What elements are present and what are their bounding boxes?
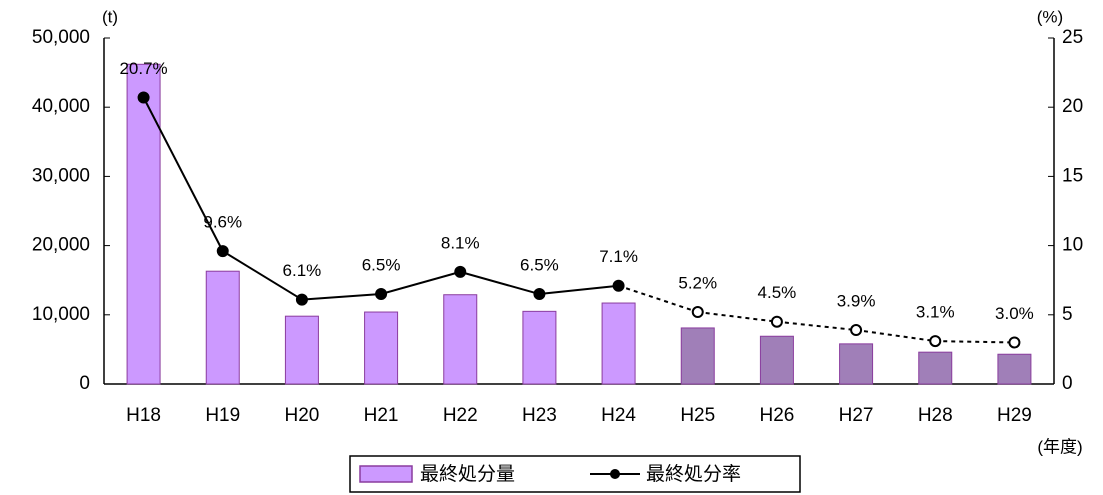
- legend-label: 最終処分率: [646, 463, 741, 485]
- y2-tick-label: 25: [1062, 27, 1083, 48]
- x-tick-label: H25: [680, 405, 715, 426]
- bar: [205, 270, 240, 385]
- data-label: 5.2%: [678, 274, 717, 293]
- y-tick-label: 30,000: [32, 165, 90, 186]
- x-tick-label: H29: [997, 405, 1032, 426]
- line-segment: [935, 340, 1015, 344]
- line-segment: [301, 293, 382, 301]
- line-marker: [1008, 336, 1021, 349]
- legend-box: [349, 455, 801, 493]
- data-label: 9.6%: [203, 213, 242, 232]
- y2-tick-label: 5: [1062, 304, 1073, 325]
- legend-marker: [610, 469, 620, 479]
- bar: [918, 351, 953, 385]
- bar: [284, 315, 319, 385]
- x-tick-label: H18: [126, 405, 161, 426]
- line-marker: [612, 279, 625, 292]
- legend-label: 最終処分量: [420, 463, 515, 485]
- line-segment: [697, 311, 778, 323]
- line-segment: [776, 320, 857, 332]
- y-axis-label: (t): [102, 7, 118, 26]
- data-label: 8.1%: [441, 233, 480, 252]
- line-segment: [539, 284, 619, 296]
- line-marker: [375, 288, 388, 301]
- line-marker: [295, 293, 308, 306]
- y2-tick-label: 10: [1062, 235, 1083, 256]
- data-label: 3.9%: [837, 292, 876, 311]
- y-tick-label: 50,000: [32, 27, 90, 48]
- line-marker: [691, 306, 704, 319]
- x-tick-label: H26: [759, 405, 794, 426]
- data-label: 4.5%: [758, 283, 797, 302]
- line-marker: [454, 265, 467, 278]
- line-marker: [137, 91, 150, 104]
- x-tick-label: H19: [205, 405, 240, 426]
- x-axis-label: (年度): [1037, 437, 1082, 456]
- x-tick-label: H28: [918, 405, 953, 426]
- x-tick-label: H22: [443, 405, 478, 426]
- bar: [522, 310, 557, 385]
- line-marker: [216, 245, 229, 258]
- data-label: 6.1%: [283, 261, 322, 280]
- x-tick-label: H20: [284, 405, 319, 426]
- data-label: 6.5%: [520, 256, 559, 275]
- line-segment: [618, 284, 699, 313]
- y2-tick-label: 15: [1062, 165, 1083, 186]
- data-label: 3.1%: [916, 303, 955, 322]
- line-marker: [770, 315, 783, 328]
- data-label: 20.7%: [119, 59, 167, 78]
- x-tick-label: H27: [839, 405, 874, 426]
- line-marker: [533, 288, 546, 301]
- data-label: 6.5%: [362, 256, 401, 275]
- bar: [443, 294, 478, 385]
- y-tick-label: 40,000: [32, 96, 90, 117]
- x-tick-label: H24: [601, 405, 636, 426]
- line-marker: [929, 335, 942, 348]
- x-tick-label: H21: [364, 405, 399, 426]
- line-segment: [380, 270, 461, 296]
- line-segment: [222, 250, 303, 301]
- bar: [759, 335, 794, 385]
- legend-swatch: [359, 465, 413, 483]
- y-tick-label: 0: [79, 373, 90, 394]
- line-marker: [850, 324, 863, 337]
- bar: [680, 327, 715, 385]
- data-label: 7.1%: [599, 247, 638, 266]
- y-tick-label: 20,000: [32, 235, 90, 256]
- bar: [839, 343, 874, 385]
- y2-axis-label: (%): [1037, 7, 1063, 26]
- line-segment: [459, 270, 540, 296]
- bar: [997, 353, 1032, 385]
- line-segment: [142, 97, 224, 252]
- bar: [364, 311, 399, 385]
- x-tick-label: H23: [522, 405, 557, 426]
- y2-tick-label: 20: [1062, 96, 1083, 117]
- y-tick-label: 10,000: [32, 304, 90, 325]
- data-label: 3.0%: [995, 304, 1034, 323]
- bar: [601, 302, 636, 385]
- y2-tick-label: 0: [1062, 373, 1073, 394]
- bar: [126, 63, 161, 385]
- line-segment: [855, 329, 936, 343]
